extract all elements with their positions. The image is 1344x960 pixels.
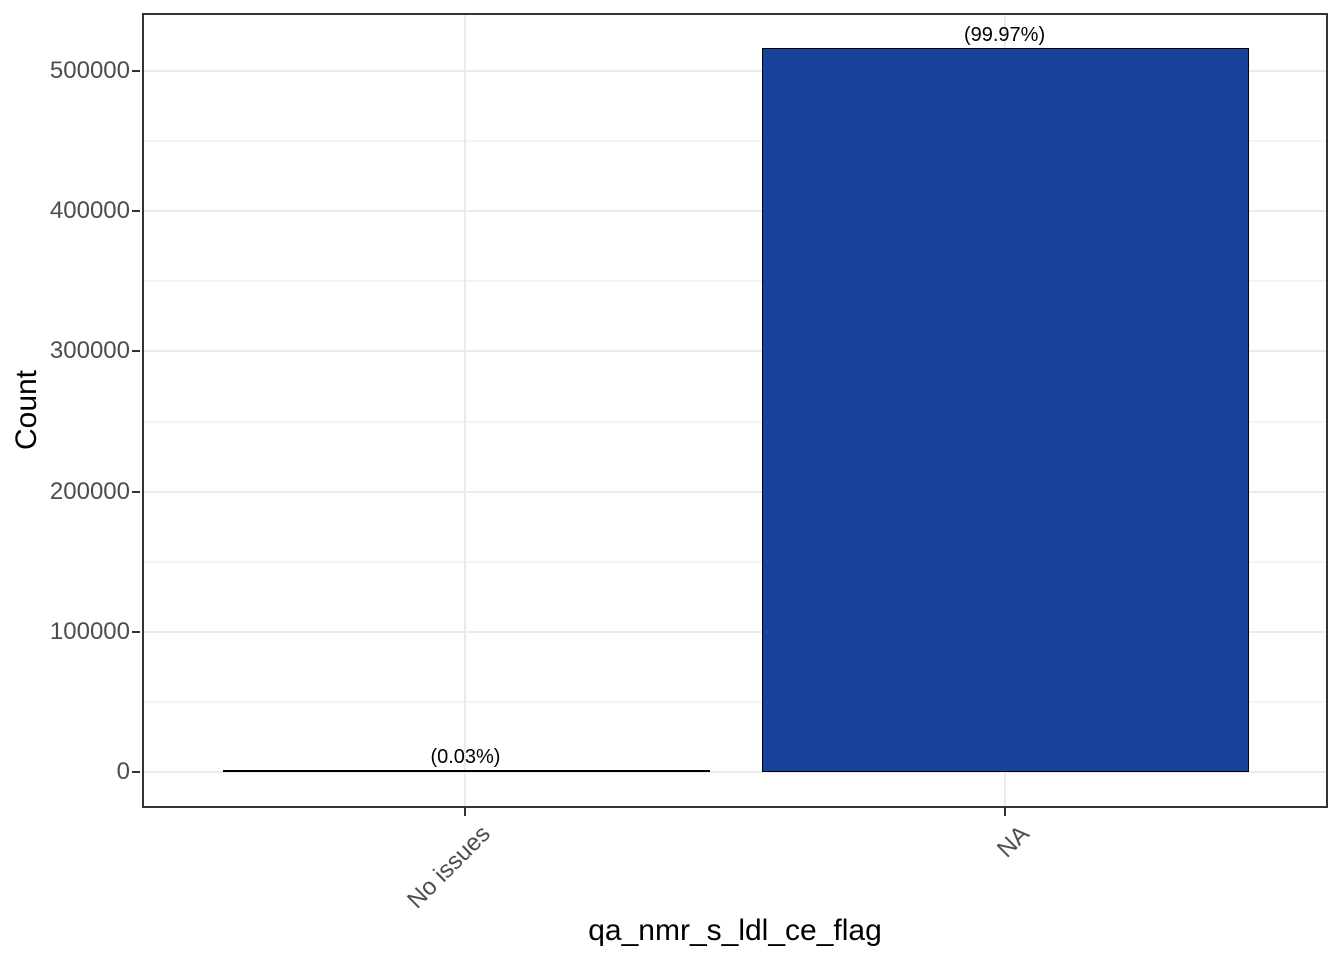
y-tick-label: 100000 — [49, 617, 130, 645]
y-tick-label: 0 — [116, 757, 130, 785]
x-tick-label: No issues — [402, 820, 496, 914]
plot-panel — [142, 13, 1328, 808]
x-axis-tick — [464, 808, 467, 816]
gridline-major-horizontal — [142, 210, 1328, 213]
y-tick-label: 500000 — [49, 57, 130, 85]
y-axis-tick — [132, 210, 140, 213]
x-tick-label: NA — [992, 820, 1035, 863]
bar-no-issues — [222, 770, 711, 773]
gridline-major-horizontal — [142, 490, 1328, 493]
gridline-major-horizontal — [142, 70, 1328, 73]
gridline-major-horizontal — [142, 770, 1328, 773]
y-tick-label: 300000 — [49, 337, 130, 365]
y-axis-tick — [132, 490, 140, 493]
gridline-major-horizontal — [142, 350, 1328, 353]
y-tick-label: 400000 — [49, 197, 130, 225]
gridline-major-vertical — [464, 13, 467, 808]
gridline-minor-horizontal — [142, 700, 1328, 703]
y-axis-tick — [132, 770, 140, 773]
y-tick-label: 200000 — [49, 477, 130, 505]
bar-na — [761, 47, 1250, 773]
bar-value-label: (99.97%) — [963, 23, 1046, 46]
y-axis-tick — [132, 70, 140, 73]
x-axis-tick — [1003, 808, 1006, 816]
bar-value-label: (0.03%) — [430, 746, 501, 769]
gridline-major-horizontal — [142, 630, 1328, 633]
gridline-minor-horizontal — [142, 280, 1328, 283]
gridline-minor-horizontal — [142, 420, 1328, 423]
gridline-minor-horizontal — [142, 140, 1328, 143]
x-axis-title: qa_nmr_s_ldl_ce_flag — [588, 914, 882, 947]
y-axis-title: Count — [10, 369, 43, 451]
gridline-minor-horizontal — [142, 560, 1328, 563]
y-axis-tick — [132, 350, 140, 353]
y-axis-tick — [132, 630, 140, 633]
